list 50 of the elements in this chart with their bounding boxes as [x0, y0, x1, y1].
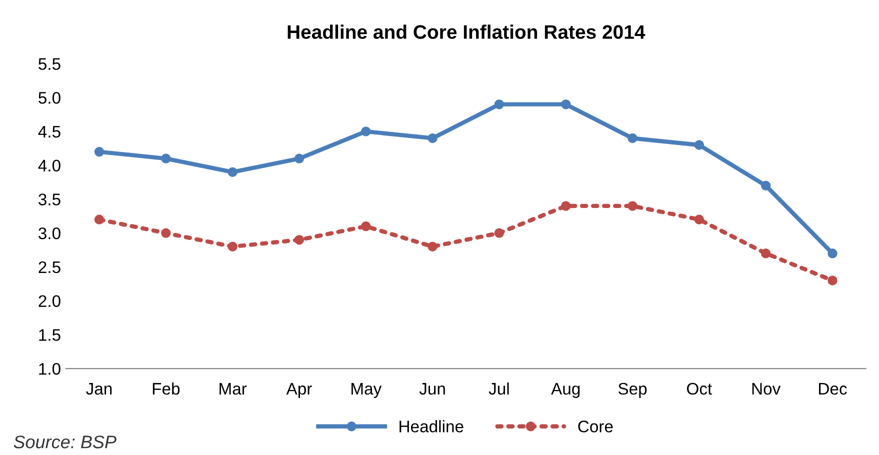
x-tick-label: Nov: [752, 383, 781, 395]
point: [760, 180, 771, 190]
point: [428, 242, 438, 252]
y-tick-label: 1.0: [39, 362, 60, 375]
y-tick-label: 5.5: [38, 58, 60, 70]
source-note: Source: BSP: [14, 436, 116, 448]
y-tick-label: 5.0: [38, 92, 60, 104]
point: [828, 248, 838, 258]
x-tick-label: Feb: [152, 382, 180, 395]
point: [494, 99, 504, 110]
x-tick-label: Jul: [488, 382, 509, 395]
point: [361, 221, 371, 232]
point: [560, 99, 571, 110]
point: [494, 228, 504, 238]
point: [694, 140, 704, 150]
y-tick-label: 4.0: [38, 160, 60, 172]
point: [628, 133, 638, 144]
y-tick-label: 3.0: [38, 227, 60, 240]
x-tick-label: Jan: [86, 383, 112, 395]
y-tick-label: 4.5: [38, 126, 60, 138]
point: [94, 146, 104, 157]
chart-title: Headline and Core Inflation Rates 2014: [288, 24, 646, 39]
y-tick-label: 2.5: [38, 261, 60, 274]
point: [694, 214, 704, 224]
x-tick-label: Dec: [819, 383, 847, 395]
x-tick-label: Aug: [551, 383, 580, 398]
x-tick-label: Oct: [686, 382, 712, 395]
point: [228, 242, 238, 252]
point: [828, 276, 838, 286]
point: [760, 248, 771, 258]
x-tick-label: Sep: [618, 382, 647, 398]
point: [228, 167, 238, 177]
point: [161, 154, 171, 164]
point: [161, 228, 171, 238]
point: [294, 234, 304, 245]
point: [428, 133, 438, 144]
y-tick-label: 1.5: [39, 329, 60, 341]
legend-label: Core: [578, 420, 613, 432]
legend-label: Headline: [400, 420, 464, 432]
point: [294, 154, 304, 164]
point: [628, 201, 638, 211]
point: [560, 201, 571, 211]
point: [361, 126, 371, 136]
y-tick-label: 3.5: [38, 194, 60, 206]
x-tick-label: Apr: [286, 383, 312, 398]
y-tick-label: 2.0: [38, 295, 60, 308]
x-tick-label: May: [352, 383, 382, 398]
point: [94, 214, 104, 224]
x-tick-label: Jun: [419, 383, 445, 395]
x-tick-label: Mar: [220, 383, 247, 395]
